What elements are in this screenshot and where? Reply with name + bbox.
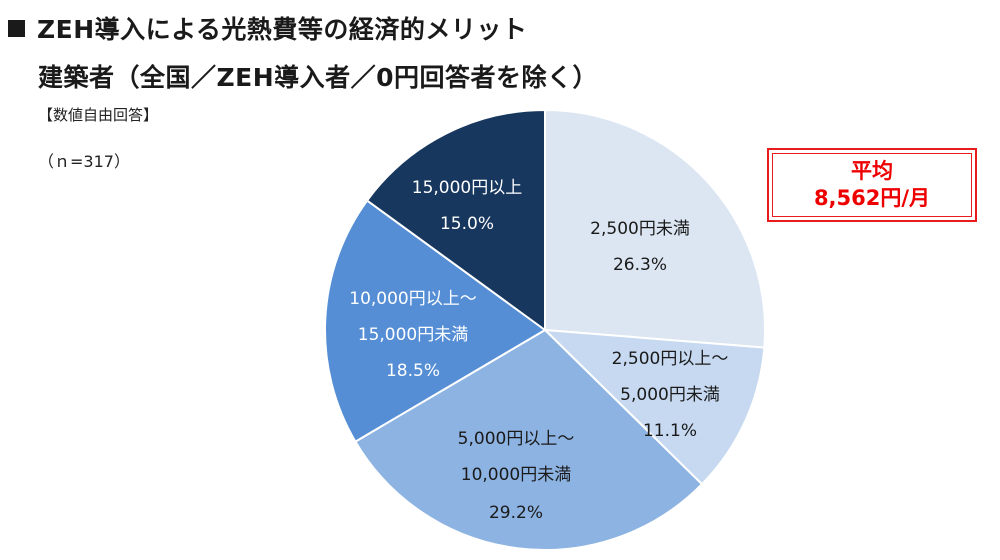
average-value: 8,562円/月 [813,186,931,210]
svg-text:15,000円以上: 15,000円以上 [412,178,522,198]
svg-text:10,000円未満: 10,000円未満 [461,465,571,485]
pie-slices [324,108,766,551]
slice-label-2: 5,000円以上～ 10,000円未満 29.2% [458,429,575,523]
sample-size: （ｎ=317） [38,152,130,171]
svg-text:11.1%: 11.1% [643,421,697,441]
slice-label-3: 10,000円以上～ 15,000円未満 18.5% [349,289,476,381]
svg-text:10,000円以上～: 10,000円以上～ [349,289,476,309]
svg-text:15.0%: 15.0% [440,214,494,234]
chart-subtitle: 建築者（全国／ZEH導入者／0円回答者を除く） [38,63,599,92]
svg-text:26.3%: 26.3% [613,255,667,275]
pie-slice-2 [354,328,704,551]
slice-label-0: 2,500円未満 26.3% [590,219,690,275]
svg-text:29.2%: 29.2% [489,503,543,523]
average-callout: 平均 8,562円/月 [767,148,977,222]
slice-label-4: 15,000円以上 15.0% [412,178,522,234]
svg-text:5,000円以上～: 5,000円以上～ [458,429,575,449]
svg-text:15,000円未満: 15,000円未満 [358,325,468,345]
answer-type-note: 【数値自由回答】 [38,106,159,124]
pie-slice-1 [542,328,766,486]
svg-text:2,500円未満: 2,500円未満 [590,219,690,239]
pie-slice-4 [365,108,546,332]
average-label: 平均 [851,159,893,183]
svg-text:18.5%: 18.5% [386,361,440,381]
svg-text:2,500円以上～: 2,500円以上～ [612,349,729,369]
pie-slice-3 [324,199,547,443]
slice-label-1: 2,500円以上～ 5,000円未満 11.1% [612,349,729,441]
square-bullet-icon [8,20,25,37]
pie-slice-0 [544,108,766,349]
chart-title: ZEH導入による光熱費等の経済的メリット [8,10,527,46]
svg-text:5,000円未満: 5,000円未満 [620,385,720,405]
chart-title-text: ZEH導入による光熱費等の経済的メリット [37,15,528,44]
